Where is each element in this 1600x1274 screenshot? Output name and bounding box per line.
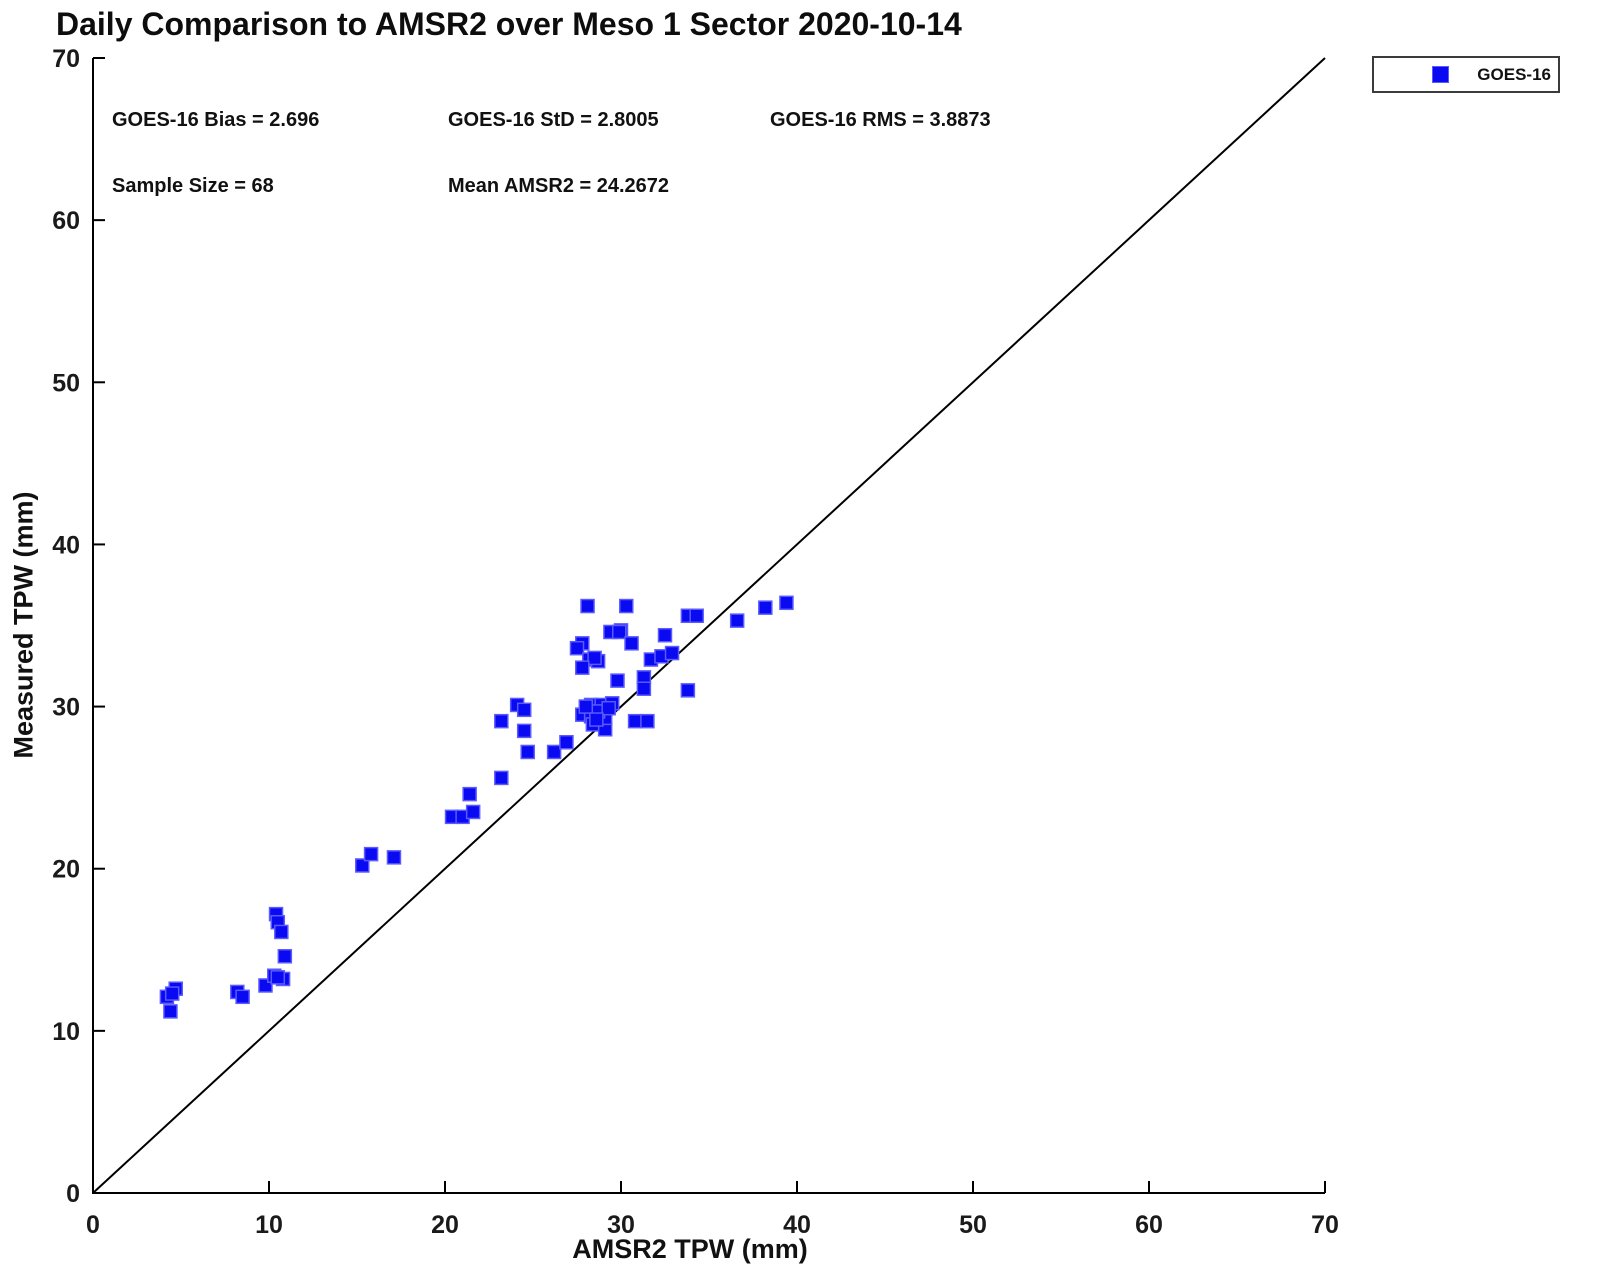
data-point bbox=[494, 713, 509, 729]
stat-std: GOES-16 StD = 2.8005 bbox=[448, 109, 659, 131]
legend-label: GOES-16 bbox=[1477, 64, 1551, 84]
data-point bbox=[270, 970, 286, 985]
data-point bbox=[689, 608, 704, 624]
y-tick-label: 50 bbox=[52, 369, 80, 397]
data-point bbox=[277, 949, 293, 964]
data-point bbox=[587, 650, 602, 666]
y-tick-label: 20 bbox=[52, 856, 80, 884]
data-point bbox=[619, 598, 634, 614]
data-point bbox=[355, 858, 370, 873]
stat-bias: GOES-16 Bias = 2.696 bbox=[112, 109, 320, 131]
data-point bbox=[462, 786, 477, 802]
data-point bbox=[610, 673, 625, 688]
data-point bbox=[627, 713, 643, 729]
data-point bbox=[494, 770, 509, 786]
data-point bbox=[546, 744, 562, 760]
data-point bbox=[758, 600, 773, 615]
x-tick-label: 60 bbox=[1135, 1211, 1163, 1239]
data-point bbox=[580, 598, 595, 614]
x-tick-label: 20 bbox=[431, 1211, 459, 1239]
data-point bbox=[465, 804, 481, 820]
data-point bbox=[274, 924, 289, 940]
data-point bbox=[611, 624, 627, 640]
x-tick-label: 40 bbox=[783, 1211, 811, 1239]
data-point bbox=[569, 640, 585, 656]
x-tick-label: 50 bbox=[959, 1211, 987, 1239]
chart-title: Daily Comparison to AMSR2 over Meso 1 Se… bbox=[56, 6, 962, 42]
data-point bbox=[680, 683, 696, 698]
y-tick-label: 30 bbox=[52, 694, 80, 722]
data-point bbox=[664, 645, 680, 661]
data-point bbox=[640, 713, 655, 729]
stat-sample-size: Sample Size = 68 bbox=[112, 175, 274, 197]
stat-mean-amsr2: Mean AMSR2 = 24.2672 bbox=[448, 175, 670, 197]
y-tick-label: 40 bbox=[52, 531, 80, 559]
data-point bbox=[363, 846, 379, 862]
identity-line bbox=[92, 57, 1326, 1194]
x-axis-label: AMSR2 TPW (mm) bbox=[572, 1234, 808, 1264]
data-point bbox=[164, 986, 180, 1001]
y-tick-label: 10 bbox=[52, 1018, 80, 1046]
data-point bbox=[386, 850, 402, 865]
data-point bbox=[235, 989, 250, 1005]
data-point bbox=[657, 627, 673, 643]
data-point bbox=[636, 681, 652, 696]
data-point bbox=[589, 712, 604, 727]
data-point bbox=[559, 734, 574, 750]
legend-marker-square-icon bbox=[1432, 66, 1449, 83]
stat-rms: GOES-16 RMS = 3.8873 bbox=[770, 109, 991, 131]
data-point bbox=[520, 744, 535, 760]
data-point bbox=[516, 702, 532, 718]
data-point bbox=[163, 1004, 178, 1019]
legend: GOES-16 bbox=[1372, 56, 1560, 93]
data-point bbox=[516, 723, 532, 739]
y-tick-label: 0 bbox=[66, 1180, 80, 1208]
x-tick-label: 30 bbox=[607, 1211, 635, 1239]
y-tick-label: 60 bbox=[52, 207, 80, 235]
x-tick-label: 0 bbox=[86, 1211, 100, 1239]
data-point bbox=[729, 613, 745, 628]
data-point bbox=[624, 636, 639, 651]
y-axis-label: Measured TPW (mm) bbox=[8, 491, 39, 759]
data-point bbox=[575, 660, 590, 675]
data-point bbox=[779, 595, 794, 611]
y-tick-label: 70 bbox=[52, 45, 80, 73]
data-point bbox=[601, 700, 616, 716]
data-point bbox=[578, 699, 594, 714]
x-tick-label: 70 bbox=[1311, 1211, 1339, 1239]
x-tick-label: 10 bbox=[255, 1211, 283, 1239]
